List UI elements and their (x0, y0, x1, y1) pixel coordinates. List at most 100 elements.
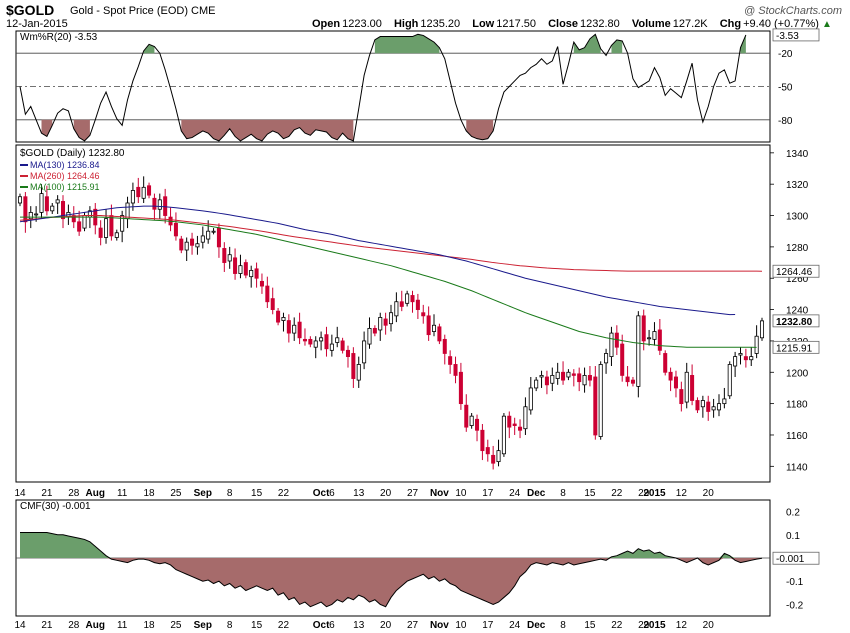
x-axis-label: 10 (455, 488, 467, 499)
candle-body (668, 371, 673, 381)
candle-body (77, 221, 82, 232)
candle-body (324, 334, 329, 350)
price-panel (15, 144, 771, 483)
candle-body (345, 349, 350, 358)
x-axis-label: Dec (527, 488, 546, 499)
candle-body (501, 415, 506, 455)
candle-body (636, 315, 641, 387)
ma130-line (19, 205, 736, 316)
x-axis-label-bottom: Sep (194, 620, 212, 631)
x-axis-label-bottom: Nov (430, 620, 449, 631)
candle-body (749, 356, 754, 361)
candle-body (61, 201, 66, 220)
low-label: Low (472, 18, 495, 30)
price-tick-label: 1340 (786, 149, 809, 160)
x-axis-label: 8 (227, 488, 233, 499)
candle-body (539, 375, 544, 378)
candle-body (130, 190, 135, 204)
brand-logo[interactable]: @ StockCharts.com (744, 5, 842, 17)
candle-body (109, 215, 114, 237)
candle-body (437, 326, 442, 342)
high-label: High (393, 18, 419, 30)
chart-date: 12-Jan-2015 (6, 18, 68, 30)
cmf-tick-label: 0.1 (786, 531, 800, 542)
x-axis-label: 28 (68, 488, 80, 499)
candle-body (571, 373, 576, 376)
candle-body (44, 196, 49, 212)
candle-body (609, 332, 614, 358)
cmf-line (20, 531, 763, 608)
candle-body (55, 199, 60, 204)
chg-value: +9.40 (+0.77%) (743, 18, 819, 30)
candle-body (335, 337, 340, 343)
candle-body (313, 340, 318, 348)
candle-body (727, 364, 732, 397)
willr-oversold-fill (41, 119, 703, 141)
willr-tick-label: -80 (778, 116, 793, 127)
candle-body (141, 186, 146, 199)
price-badge-box (772, 314, 820, 328)
legend-entry: MA(100) 1215.91 (30, 182, 100, 192)
ohlc-summary: Open 1223.00 High 1235.20 Low 1217.50 Close… (312, 18, 832, 30)
candle-body (561, 371, 566, 381)
x-axis-label: 8 (560, 488, 566, 499)
candle-body (410, 295, 415, 303)
candle-body (34, 213, 39, 216)
ma260-line (19, 215, 763, 272)
price-tick-label: 1300 (786, 212, 809, 223)
x-axis-label-bottom: 11 (117, 620, 128, 631)
candle-body (286, 320, 291, 334)
x-axis-label: 15 (251, 488, 263, 499)
x-axis-label: 15 (584, 488, 596, 499)
candle-body (625, 376, 630, 383)
candle-body (690, 375, 695, 401)
x-axis-label-bottom: 13 (353, 620, 365, 631)
candle-body (163, 196, 168, 216)
x-axis-label-bottom: 22 (611, 620, 623, 631)
close-label: Close (548, 18, 579, 30)
candle-body (582, 375, 587, 386)
candle-body (388, 312, 394, 325)
chg-label: Chg (719, 18, 742, 30)
x-axis-label-bottom: 20 (703, 620, 715, 631)
candle-body (405, 293, 410, 304)
candle-body (39, 193, 44, 213)
candle-body (147, 185, 152, 196)
price-tick-label: 1240 (786, 306, 809, 317)
open-value: 1223.00 (342, 18, 382, 30)
candle-body (426, 315, 431, 336)
willr-line (19, 33, 747, 142)
candle-body (415, 299, 420, 310)
candle-body (114, 232, 119, 238)
candle-body (480, 429, 485, 452)
x-axis-label: 21 (41, 488, 53, 499)
candle-body (507, 415, 512, 428)
candle-body (555, 371, 560, 379)
candle-body (534, 379, 539, 389)
x-axis-label-bottom: 28 (68, 620, 80, 631)
candle-body (281, 317, 286, 321)
candle-body (394, 301, 399, 317)
exchange-text: CME (191, 5, 216, 17)
price-badge: 1264.46 (776, 267, 813, 278)
candle-body (356, 364, 361, 381)
x-axis-label-bottom: 27 (407, 620, 419, 631)
candle-body (518, 426, 523, 431)
candle-body (265, 285, 270, 303)
price-tick-label: 1260 (786, 274, 809, 285)
candle-body (136, 186, 141, 198)
candle-body (120, 215, 125, 232)
legend-entry: MA(260) 1264.46 (30, 171, 100, 181)
candle-body (340, 340, 345, 351)
high-value: 1235.20 (420, 18, 461, 30)
price-label: $GOLD (Daily) 1232.80 (20, 148, 125, 159)
candle-body (367, 327, 372, 345)
price-tick-label: 1200 (786, 368, 809, 379)
price-tick-label: 1140 (786, 462, 808, 473)
chart-symbol: $GOLD (6, 2, 55, 18)
candle-body (372, 327, 377, 334)
candle-body (243, 262, 248, 276)
willr-current-badge-box (772, 28, 820, 42)
x-axis-label: 12 (676, 488, 688, 499)
